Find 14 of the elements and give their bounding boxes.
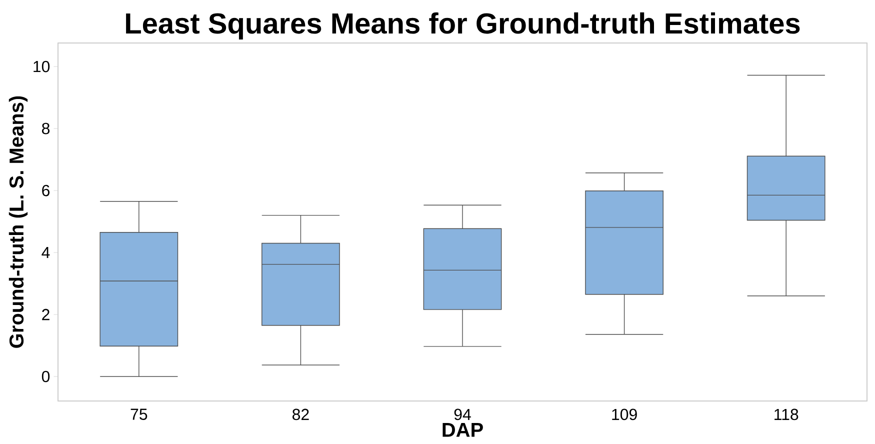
x-tick-label: 118 <box>774 408 798 420</box>
y-axis-title: Ground-truth (L. S. Means) <box>8 96 28 348</box>
y-tick-label: 0 <box>42 370 50 382</box>
x-tick-label: 94 <box>454 408 471 420</box>
chart-title: Least Squares Means for Ground-truth Estimates <box>126 12 800 40</box>
y-tick-label: 10 <box>34 60 50 72</box>
y-tick-label: 4 <box>42 247 50 258</box>
x-axis-title: DAP <box>442 422 483 437</box>
x-tick-label: 75 <box>130 408 148 420</box>
y-tick-label: 2 <box>42 308 50 320</box>
x-tick-label: 82 <box>292 408 309 420</box>
y-tick-label: 6 <box>42 184 50 196</box>
x-tick-label: 109 <box>612 408 637 420</box>
y-tick-label: 8 <box>42 122 50 134</box>
